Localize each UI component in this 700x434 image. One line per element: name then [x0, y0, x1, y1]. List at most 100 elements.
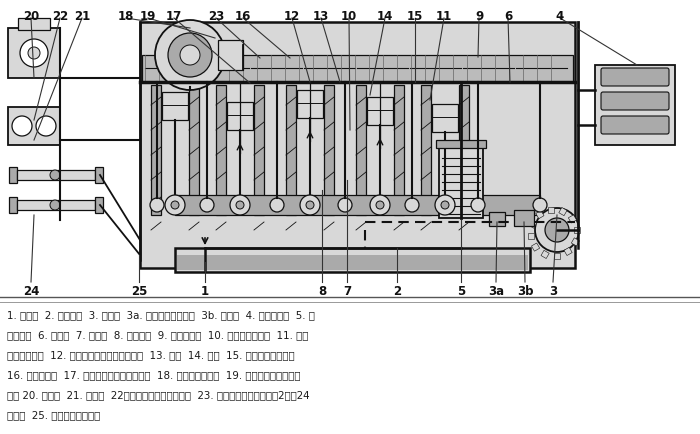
Bar — [9, 167, 17, 183]
FancyBboxPatch shape — [601, 92, 669, 110]
Circle shape — [50, 200, 60, 210]
Circle shape — [533, 198, 547, 212]
Text: 5: 5 — [457, 285, 465, 298]
Circle shape — [405, 198, 419, 212]
Bar — [356, 85, 366, 215]
Bar — [571, 238, 580, 246]
Circle shape — [545, 218, 569, 242]
Bar — [459, 85, 469, 215]
Text: 3b: 3b — [517, 285, 533, 298]
Bar — [297, 90, 323, 118]
Bar — [216, 85, 226, 215]
Circle shape — [28, 47, 40, 59]
Bar — [531, 243, 540, 251]
Circle shape — [50, 170, 60, 180]
Text: 平衡轴  25. 从增压器回曲轴箱: 平衡轴 25. 从增压器回曲轴箱 — [7, 410, 100, 420]
Text: 6: 6 — [504, 10, 512, 23]
Text: 17: 17 — [166, 10, 182, 23]
Bar — [421, 85, 431, 215]
Circle shape — [168, 33, 212, 77]
Bar — [568, 215, 577, 223]
Text: 18: 18 — [118, 10, 134, 23]
Bar — [162, 92, 188, 120]
Circle shape — [435, 195, 455, 215]
Text: 25: 25 — [131, 285, 147, 298]
Circle shape — [20, 39, 48, 67]
Bar — [142, 55, 573, 82]
Circle shape — [150, 198, 164, 212]
Circle shape — [270, 198, 284, 212]
Bar — [140, 22, 575, 268]
Bar — [189, 85, 199, 215]
Text: 7: 7 — [343, 285, 351, 298]
Text: 13: 13 — [313, 10, 329, 23]
Circle shape — [200, 198, 214, 212]
Bar — [536, 210, 544, 219]
FancyBboxPatch shape — [601, 116, 669, 134]
FancyBboxPatch shape — [601, 68, 669, 86]
Text: 活塞的喷油孔  12. 摇臂脉冲润滑的挺柱控制孔  13. 推杆  14. 摇臂  15. 通油底壳的回油道: 活塞的喷油孔 12. 摇臂脉冲润滑的挺柱控制孔 13. 推杆 14. 摇臂 15… — [7, 350, 295, 360]
Bar — [17, 200, 95, 210]
Text: 22: 22 — [52, 10, 68, 23]
Bar — [514, 210, 534, 226]
Bar — [151, 85, 161, 215]
Bar — [175, 195, 540, 215]
Bar — [439, 148, 483, 218]
Text: 21: 21 — [74, 10, 90, 23]
Text: 2: 2 — [393, 285, 401, 298]
Text: 3: 3 — [549, 285, 557, 298]
Text: 1. 油底壳  2. 进气歧管  3. 机油泵  3a. 机油散热器旁通阀  3b. 泄压阀  4. 机油散热器  5. 机: 1. 油底壳 2. 进气歧管 3. 机油泵 3a. 机油散热器旁通阀 3b. 泄… — [7, 310, 315, 320]
Circle shape — [36, 116, 56, 136]
Bar — [18, 18, 50, 30]
Bar — [227, 102, 253, 130]
Circle shape — [471, 198, 485, 212]
Circle shape — [165, 195, 185, 215]
Bar — [489, 212, 505, 226]
Text: 23: 23 — [208, 10, 224, 23]
Bar — [177, 255, 528, 270]
Bar — [394, 85, 404, 215]
Text: 8: 8 — [318, 285, 326, 298]
Text: 16: 16 — [234, 10, 251, 23]
Text: 19: 19 — [140, 10, 156, 23]
Bar — [254, 85, 264, 215]
Bar — [554, 253, 560, 259]
Bar — [528, 233, 534, 239]
Bar — [218, 40, 243, 70]
Bar — [432, 104, 458, 132]
Text: 9: 9 — [475, 10, 483, 23]
Text: 4: 4 — [556, 10, 564, 23]
Text: 3a: 3a — [488, 285, 504, 298]
Text: 油路 20. 压缩机  21. 液压泵  22压缩机或液压泵的回油路  23. 通平衡轴齿轮的油路（2条）24: 油路 20. 压缩机 21. 液压泵 22压缩机或液压泵的回油路 23. 通平衡… — [7, 390, 309, 400]
Circle shape — [155, 20, 225, 90]
Text: 16. 机油传感器  17. 通废气涡轮增压器的油路  18. 废气涡轮增压器  19. 通压缩机或液压泵的: 16. 机油传感器 17. 通废气涡轮增压器的油路 18. 废气涡轮增压器 19… — [7, 370, 300, 380]
Circle shape — [441, 201, 449, 209]
Bar — [541, 250, 550, 259]
Bar — [8, 107, 60, 145]
Text: 14: 14 — [377, 10, 393, 23]
Circle shape — [535, 208, 579, 252]
Bar — [436, 140, 486, 148]
Text: 10: 10 — [341, 10, 357, 23]
Bar — [548, 207, 554, 213]
Text: 1: 1 — [201, 285, 209, 298]
Text: 11: 11 — [436, 10, 452, 23]
Bar — [559, 207, 567, 216]
Text: 15: 15 — [407, 10, 424, 23]
Circle shape — [300, 195, 320, 215]
Text: 20: 20 — [23, 10, 39, 23]
Circle shape — [338, 198, 352, 212]
Bar — [95, 167, 103, 183]
Circle shape — [180, 45, 200, 65]
Bar — [286, 85, 296, 215]
Circle shape — [306, 201, 314, 209]
Bar — [8, 28, 60, 78]
Circle shape — [370, 195, 390, 215]
Text: 油滤清器  6. 主油道  7. 主轴承  8. 连杆轴承  9. 凸轮轴轴承  10. 通喷油孔的油路  11. 冷却: 油滤清器 6. 主油道 7. 主轴承 8. 连杆轴承 9. 凸轮轴轴承 10. … — [7, 330, 309, 340]
Circle shape — [12, 116, 32, 136]
Bar — [528, 220, 537, 228]
Circle shape — [230, 195, 250, 215]
Bar — [564, 247, 572, 256]
Circle shape — [236, 201, 244, 209]
Bar — [95, 197, 103, 213]
